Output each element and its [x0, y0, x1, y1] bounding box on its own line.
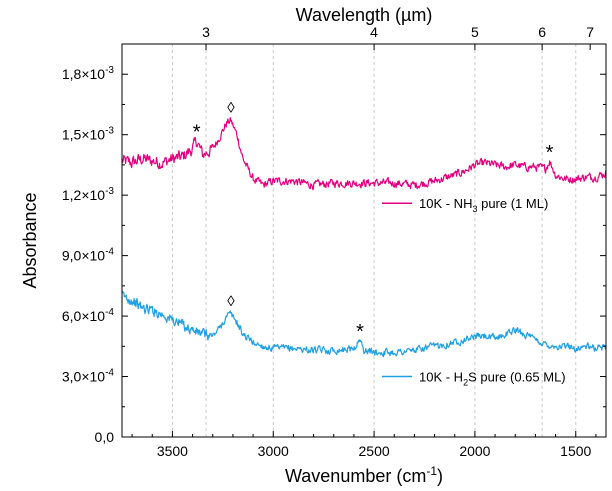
peak-annotations: * ◊ * ◊ *: [193, 99, 554, 343]
top-tick-label: 5: [471, 24, 479, 40]
y-tick-label: 3,0×10-4: [62, 368, 115, 385]
top-axis-title: Wavelength (µm): [296, 5, 433, 25]
plot-frame: [121, 43, 607, 438]
series-line: [121, 117, 607, 191]
series-line: [121, 290, 607, 358]
y-axis: 0,0 3,0×10-4 6,0×10-4 9,0×10-4 1,2×10-3 1,5×1…: [62, 65, 606, 445]
x-tick-label: 2500: [359, 443, 390, 459]
series-lines: [121, 117, 607, 358]
diamond-annotation: ◊: [227, 293, 235, 310]
legend-label: 10K - H2S pure (0.65 ML): [419, 370, 566, 388]
diamond-annotation: ◊: [227, 99, 235, 116]
asterisk-annotation: *: [546, 142, 554, 164]
asterisk-annotation: *: [356, 321, 364, 343]
y-tick-label: 1,8×10-3: [62, 65, 115, 82]
y-tick-label: 9,0×10-4: [62, 247, 115, 264]
x-axis-title: Wavenumber (cm-1): [285, 464, 443, 486]
y-tick-label: 1,2×10-3: [62, 186, 115, 203]
y-tick-label: 0,0: [95, 429, 115, 445]
x-tick-label: 2000: [459, 443, 490, 459]
x-tick-label: 1500: [560, 443, 591, 459]
top-tick-label: 4: [370, 24, 378, 40]
top-tick-label: 7: [586, 24, 594, 40]
y-tick-label: 1,5×10-3: [62, 126, 115, 143]
top-axis: 3 4 5 6 7: [202, 24, 594, 50]
y-axis-title: Absorbance: [20, 192, 40, 288]
top-tick-label: 3: [202, 24, 210, 40]
legends: 10K - NH3 pure (1 ML) 10K - H2S pure (0.6…: [382, 196, 566, 388]
asterisk-annotation: *: [193, 122, 201, 144]
y-tick-label: 6,0×10-4: [62, 307, 115, 324]
x-tick-label: 3500: [157, 443, 188, 459]
x-tick-label: 3000: [258, 443, 289, 459]
top-tick-label: 6: [538, 24, 546, 40]
x-axis: 3500 3000 2500 2000 1500: [131, 431, 597, 459]
legend-label: 10K - NH3 pure (1 ML): [419, 196, 548, 214]
